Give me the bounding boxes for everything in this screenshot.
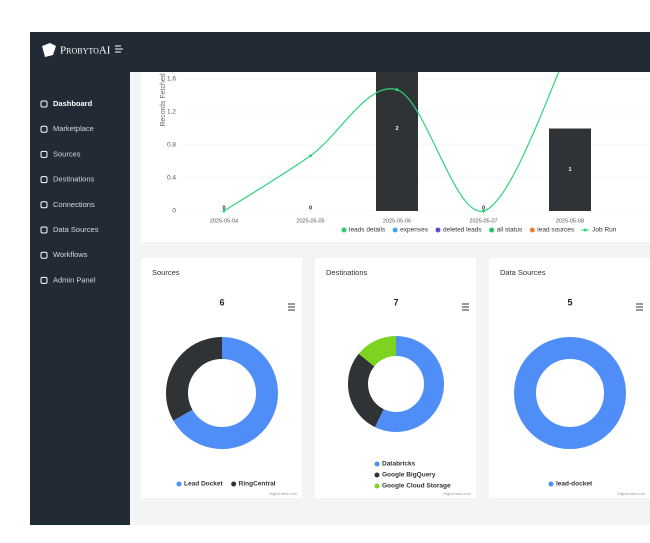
nav-item[interactable]: Workflows [53, 250, 88, 259]
legend-dot[interactable] [374, 461, 380, 467]
x-tick-label: 2025-05-07 [469, 218, 497, 224]
card [489, 258, 650, 498]
header [30, 32, 650, 72]
card [141, 258, 302, 498]
menu-toggle[interactable] [115, 45, 123, 53]
card-title: Sources [152, 268, 180, 277]
credit: Highcharts.com [443, 491, 471, 496]
legend-item[interactable]: Job Run [592, 227, 617, 234]
x-tick-label: 2025-05-08 [556, 218, 584, 224]
total: 6 [219, 297, 224, 307]
legend-dot[interactable] [392, 227, 398, 233]
x-tick-label: 2025-05-04 [210, 218, 238, 224]
data-label: 0 [222, 205, 225, 211]
nav-icon[interactable] [40, 276, 48, 284]
legend-item[interactable]: Lead Docket [184, 481, 223, 488]
card [315, 258, 476, 498]
nav-icon[interactable] [40, 150, 48, 158]
legend-item[interactable]: Databricks [382, 461, 416, 468]
legend-dot[interactable] [374, 483, 380, 489]
data-label: 2 [395, 126, 398, 132]
nav-icon[interactable] [40, 226, 48, 234]
slice [348, 336, 444, 432]
legend-dot[interactable] [529, 227, 535, 233]
nav-item[interactable]: Dashboard [53, 99, 93, 108]
nav-item[interactable]: Marketplace [53, 124, 94, 133]
y-axis-label: Records Fetched [160, 73, 167, 126]
legend-dot[interactable] [176, 481, 182, 487]
card-title: Destinations [326, 268, 368, 277]
legend-dot[interactable] [374, 472, 380, 478]
slice [348, 336, 444, 432]
legend-dot[interactable] [231, 481, 237, 487]
nav-item[interactable]: Sources [53, 149, 81, 158]
logo-icon [42, 43, 56, 57]
line-point [222, 209, 226, 213]
credit: Highcharts.com [617, 491, 645, 496]
nav-item[interactable]: Destinations [53, 175, 95, 184]
y-tick-label: 1.6 [167, 76, 176, 83]
total: 5 [567, 297, 572, 307]
y-tick-label: 0.4 [167, 175, 176, 182]
brand: ProbytoAI [60, 45, 111, 57]
data-label: 0 [309, 205, 312, 211]
data-label: 0 [482, 205, 485, 211]
nav-icon[interactable] [40, 125, 48, 133]
y-tick-label: 1.2 [167, 109, 176, 116]
legend-item[interactable]: leads details [349, 227, 386, 234]
legend-dot[interactable] [548, 481, 554, 487]
plot: 0 0 2 0 1 [182, 72, 650, 213]
data-label: 1 [568, 167, 571, 173]
nav-icon[interactable] [40, 100, 48, 108]
legend-item[interactable]: lead-docket [556, 481, 593, 488]
legend-dot[interactable] [341, 227, 347, 233]
legend-dot[interactable] [489, 227, 495, 233]
nav-item[interactable]: Admin Panel [53, 275, 96, 284]
total: 7 [393, 297, 398, 307]
bar [376, 72, 418, 211]
nav-item[interactable]: Data Sources [53, 225, 99, 234]
x-tick-label: 2025-05-06 [383, 218, 411, 224]
y-tick-label: 0 [172, 208, 176, 215]
line [223, 72, 560, 212]
nav-icon[interactable] [40, 251, 48, 259]
legend-dot[interactable] [583, 228, 587, 232]
legend-item[interactable]: expenses [400, 227, 429, 234]
line-point [309, 154, 312, 158]
legend-item[interactable]: all status [497, 227, 523, 234]
card-title: Data Sources [500, 268, 546, 277]
line-point [482, 209, 485, 213]
line-point [395, 88, 399, 92]
legend-dot[interactable] [435, 227, 441, 233]
credit: Highcharts.com [269, 491, 297, 496]
legend-item[interactable]: RingCentral [239, 481, 276, 488]
sidebar [30, 72, 130, 525]
bar [549, 128, 591, 211]
y-tick-label: 0.8 [167, 142, 176, 149]
legend-item[interactable]: Google Cloud Storage [382, 483, 451, 490]
x-tick-label: 2025-05-05 [296, 218, 324, 224]
slice [166, 337, 278, 449]
nav-icon[interactable] [40, 176, 48, 184]
legend-item[interactable]: lead sources [537, 227, 575, 234]
nav-icon[interactable] [40, 201, 48, 209]
slice [514, 337, 626, 449]
nav-item[interactable]: Connections [53, 200, 95, 209]
legend-item[interactable]: deleted leads [443, 227, 482, 234]
legend-item[interactable]: Google BigQuery [382, 472, 436, 479]
